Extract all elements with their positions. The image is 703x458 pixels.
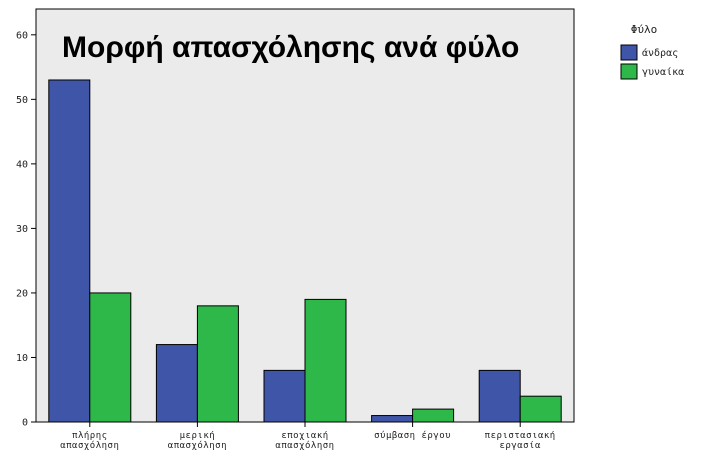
- x-tick-label: πλήρης: [72, 431, 108, 441]
- bar-male: [155, 344, 198, 423]
- y-tick-label: 10: [16, 353, 28, 364]
- y-tick-label: 0: [22, 418, 28, 429]
- x-axis: πλήρηςαπασχόλησημερικήαπασχόλησηεποχιακή…: [60, 422, 556, 451]
- chart-title: Μορφή απασχόλησης ανά φύλο: [62, 31, 519, 64]
- legend-label: άνδρας: [642, 47, 678, 59]
- x-tick-label: απασχόληση: [168, 440, 227, 451]
- y-tick-label: 40: [16, 159, 28, 170]
- bar-female: [304, 298, 347, 423]
- legend-swatch: [620, 44, 638, 61]
- y-tick-label: 30: [16, 224, 28, 235]
- y-axis: 0 10 20 30 40 50 60: [16, 30, 36, 429]
- legend: Φύλο άνδρας γυναίκα: [620, 23, 684, 80]
- bar-male: [263, 369, 306, 423]
- y-tick-label: 50: [16, 95, 28, 106]
- x-tick-label: περιστασιακή: [485, 431, 556, 441]
- x-tick-label: εργασία: [499, 441, 541, 451]
- bar-male: [371, 415, 414, 423]
- bar-female: [412, 408, 455, 423]
- bars-group: [48, 79, 562, 423]
- x-tick-label: απασχόληση: [275, 440, 334, 451]
- x-tick-label: εποχιακή: [281, 431, 328, 441]
- x-tick-label: απασχόληση: [60, 440, 119, 451]
- x-tick-label: σύμβαση έργου: [374, 431, 451, 441]
- bar-female: [196, 305, 239, 423]
- legend-swatch: [620, 63, 638, 80]
- legend-label: γυναίκα: [642, 66, 684, 78]
- y-tick-label: 20: [16, 288, 28, 299]
- legend-title: Φύλο: [631, 23, 658, 36]
- bar-male: [48, 79, 91, 423]
- bar-male: [478, 369, 521, 423]
- y-tick-label: 60: [16, 30, 28, 41]
- bar-female: [89, 292, 132, 423]
- x-tick-label: μερική: [180, 431, 216, 441]
- bar-female: [519, 395, 562, 423]
